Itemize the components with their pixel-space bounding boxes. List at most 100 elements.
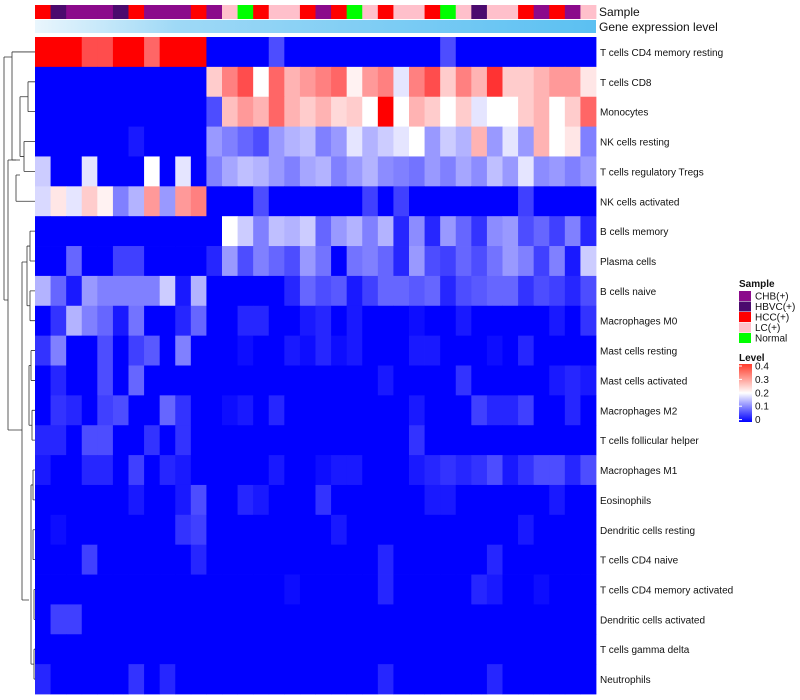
heatmap-cell	[237, 574, 254, 605]
heatmap-cell	[299, 574, 316, 605]
heatmap-cell	[112, 365, 129, 396]
heatmap-cell	[580, 484, 597, 516]
heatmap-cell	[564, 574, 581, 605]
heatmap-cell	[284, 514, 301, 546]
heatmap-cell	[159, 634, 176, 665]
heatmap-cell	[471, 126, 488, 157]
heatmap-cell	[362, 455, 379, 486]
heatmap-cell	[159, 126, 176, 157]
heatmap-cell	[237, 216, 254, 247]
heatmap-cell	[533, 156, 550, 187]
heatmap-cell	[486, 335, 503, 366]
heatmap-cell	[377, 216, 394, 247]
heatmap-cell	[81, 395, 98, 426]
heatmap-cell	[112, 514, 129, 546]
heatmap-cell	[440, 365, 457, 396]
heatmap-cell	[471, 156, 488, 187]
heatmap-cell	[50, 574, 67, 605]
heatmap-cell	[268, 604, 285, 635]
heatmap-cell	[128, 365, 145, 396]
heatmap-cell	[580, 305, 597, 337]
heatmap-cell	[190, 544, 207, 575]
heatmap-cell	[175, 66, 192, 98]
heatmap-cell	[564, 335, 581, 366]
heatmap-cell	[393, 395, 410, 426]
heatmap-cell	[502, 216, 519, 247]
sample-annotation-cell	[471, 5, 488, 19]
heatmap-cell	[455, 455, 472, 486]
heatmap-cell	[502, 574, 519, 605]
heatmap-cell	[549, 484, 566, 516]
heatmap-cell	[471, 484, 488, 516]
heatmap-cell	[362, 216, 379, 247]
heatmap-cell	[377, 37, 394, 68]
heatmap-cell	[549, 66, 566, 98]
heatmap-cell	[175, 395, 192, 426]
heatmap-cell	[284, 186, 301, 217]
sample-legend-label: HBVC(+)	[755, 302, 795, 313]
heatmap-cell	[440, 66, 457, 98]
heatmap-cell	[299, 664, 316, 695]
heatmap-cell	[502, 484, 519, 516]
heatmap-cell	[471, 544, 488, 575]
heatmap-cell	[518, 395, 535, 426]
heatmap-cell	[190, 275, 207, 307]
heatmap-cell	[580, 216, 597, 247]
heatmap-cell	[81, 126, 98, 157]
heatmap-cell	[486, 544, 503, 575]
heatmap-cell	[518, 544, 535, 575]
heatmap-cell	[206, 305, 223, 337]
heatmap-cell	[455, 275, 472, 307]
heatmap-cell	[518, 455, 535, 486]
heatmap-cell	[377, 365, 394, 396]
row-label: NK cells resting	[600, 138, 669, 149]
heatmap-cell	[81, 365, 98, 396]
heatmap-cell	[486, 634, 503, 665]
heatmap-cell	[315, 484, 332, 516]
heatmap-cell	[81, 96, 98, 127]
heatmap-cell	[190, 514, 207, 546]
heatmap-cell	[175, 634, 192, 665]
heatmap-cell	[237, 275, 254, 307]
row-label: Macrophages M0	[600, 317, 678, 328]
heatmap-cell	[362, 246, 379, 277]
sample-annotation-bar	[35, 5, 597, 19]
heatmap-cell	[268, 365, 285, 396]
heatmap-cell	[97, 96, 114, 127]
heatmap-cell	[237, 126, 254, 157]
heatmap-cell	[128, 96, 145, 127]
level-tick-label: 0.3	[755, 375, 769, 386]
heatmap-cell	[409, 37, 425, 68]
heatmap-cell	[424, 604, 441, 635]
heatmap-cell	[190, 37, 207, 68]
heatmap-cell	[50, 335, 67, 366]
heatmap-cell	[35, 484, 51, 516]
heatmap-cell	[315, 395, 332, 426]
heatmap-cell	[580, 664, 597, 695]
heatmap-cell	[331, 484, 348, 516]
heatmap-cell	[35, 544, 51, 575]
heatmap-cell	[299, 365, 316, 396]
sample-annotation-title: Sample	[599, 5, 640, 19]
heatmap-cell	[159, 66, 176, 98]
heatmap-cell	[393, 455, 410, 486]
dendrogram-branch	[3, 57, 8, 301]
heatmap-cell	[128, 604, 145, 635]
sample-legend-label: CHB(+)	[755, 292, 789, 303]
dendrogram-branch	[21, 261, 29, 601]
heatmap-cell	[159, 186, 176, 217]
row-label: T cells CD8	[600, 78, 652, 89]
row-label: T cells CD4 naive	[600, 556, 679, 567]
heatmap-cell	[424, 395, 441, 426]
heatmap-cell	[81, 484, 98, 516]
dendrogram-branch	[33, 648, 35, 680]
heatmap-cell	[518, 604, 535, 635]
heatmap-cell	[268, 216, 285, 247]
sample-legend-label: HCC(+)	[755, 313, 789, 324]
heatmap-cell	[580, 66, 597, 98]
row-label: Plasma cells	[600, 257, 656, 268]
heatmap-cell	[206, 634, 223, 665]
heatmap-cell	[471, 425, 488, 456]
heatmap-cell	[393, 37, 410, 68]
heatmap-cell	[564, 395, 581, 426]
